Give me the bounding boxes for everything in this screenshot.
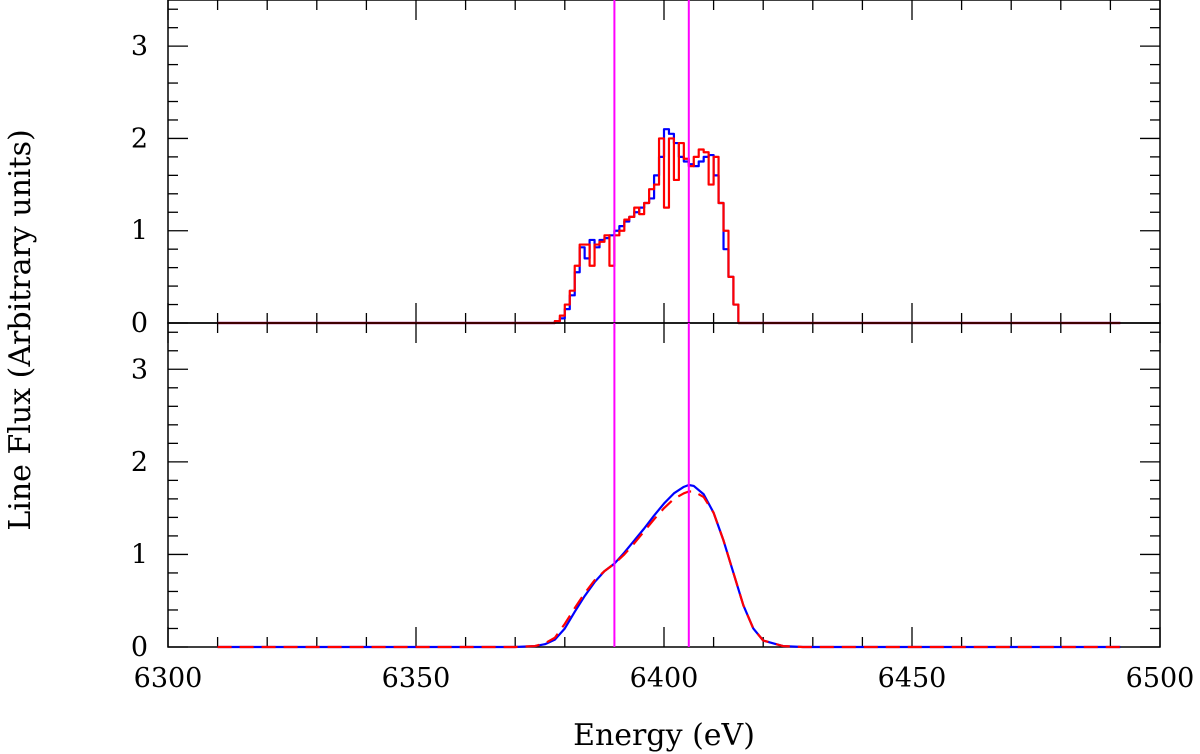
bottom-panel: 0 1 2 3 6300 6350 6400 6450 6500 [131,322,1195,694]
x-tick-label: 6400 [630,663,699,694]
x-axis-label: Energy (eV) [573,718,755,753]
y-tick-label: 3 [131,354,148,385]
x-tick-label: 6500 [1126,663,1195,694]
y-tick-label: 1 [131,539,148,570]
y-tick-label: 3 [131,31,148,62]
top-panel: 0 1 2 3 [131,0,1161,339]
x-tick-label: 6300 [134,663,203,694]
y-tick-label: 1 [131,216,148,247]
y-tick-label: 2 [131,123,148,154]
y-tick-label: 0 [131,632,148,663]
plot-frame [167,322,1161,648]
x-tick-label: 6350 [382,663,451,694]
y-tick-label: 2 [131,447,148,478]
y-tick-label: 0 [131,308,148,339]
y-axis-label: Line Flux (Arbitrary units) [3,129,38,530]
series-line-1 [217,137,1121,325]
series-line-0 [217,483,1121,649]
x-tick-label: 6450 [878,663,947,694]
series-line-1 [217,490,1121,649]
